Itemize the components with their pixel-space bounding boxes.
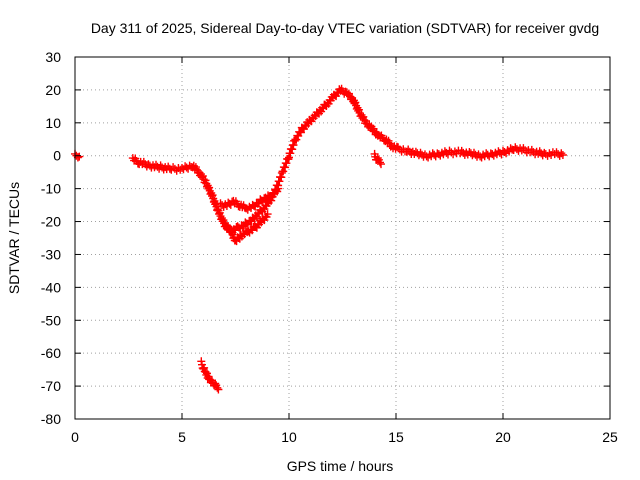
series-spur <box>370 149 385 169</box>
y-tick-labels: 30 20 10 0 -10 -20 -30 -40 -50 -60 -70 -80 <box>41 49 61 427</box>
data-point <box>447 148 456 157</box>
x-tick-label: 25 <box>602 429 618 445</box>
data-point <box>274 184 283 193</box>
y-axis-label: SDTVAR / TECUs <box>6 182 22 294</box>
data-marks <box>71 84 567 394</box>
y-tick-label: -80 <box>41 411 61 427</box>
x-tick-label: 0 <box>71 429 79 445</box>
series-upper-branch <box>216 184 283 214</box>
x-axis-label: GPS time / hours <box>287 458 394 474</box>
data-point <box>75 152 84 161</box>
data-point <box>214 385 223 394</box>
data-point <box>373 154 382 162</box>
y-tick-label: -40 <box>41 279 61 295</box>
axis-ticks <box>74 56 611 420</box>
data-point <box>170 164 179 173</box>
y-tick-label: 20 <box>45 82 61 98</box>
data-point <box>169 163 178 172</box>
data-point <box>450 147 459 156</box>
data-point <box>243 220 252 229</box>
data-point <box>558 151 567 159</box>
data-point <box>541 150 550 159</box>
data-point <box>211 379 220 388</box>
data-point <box>213 383 222 392</box>
y-tick-label: 30 <box>45 49 61 65</box>
data-point <box>227 227 236 236</box>
grid <box>75 57 610 419</box>
y-tick-label: 10 <box>45 115 61 131</box>
y-tick-label: -30 <box>41 246 61 262</box>
data-point <box>376 158 384 167</box>
x-tick-label: 5 <box>178 429 186 445</box>
y-tick-label: -10 <box>41 181 61 197</box>
y-tick-label: -60 <box>41 345 61 361</box>
series-lower-branch <box>220 210 272 246</box>
data-point <box>377 160 385 169</box>
data-point <box>263 210 272 219</box>
data-point <box>292 135 301 144</box>
data-point <box>545 149 554 158</box>
y-tick-label: -50 <box>41 312 61 328</box>
data-point <box>557 149 566 158</box>
data-point <box>445 146 454 155</box>
series-outlier-segment <box>197 357 223 394</box>
x-tick-labels: 0 5 10 15 20 25 <box>71 429 618 445</box>
plot-frame <box>74 56 611 420</box>
y-tick-label: 0 <box>53 148 61 164</box>
x-tick-label: 15 <box>388 429 404 445</box>
y-tick-label: -20 <box>41 214 61 230</box>
x-tick-label: 10 <box>281 429 297 445</box>
chart-title: Day 311 of 2025, Sidereal Day-to-day VTE… <box>91 20 599 36</box>
x-tick-label: 20 <box>495 429 511 445</box>
y-tick-label: -70 <box>41 378 61 394</box>
